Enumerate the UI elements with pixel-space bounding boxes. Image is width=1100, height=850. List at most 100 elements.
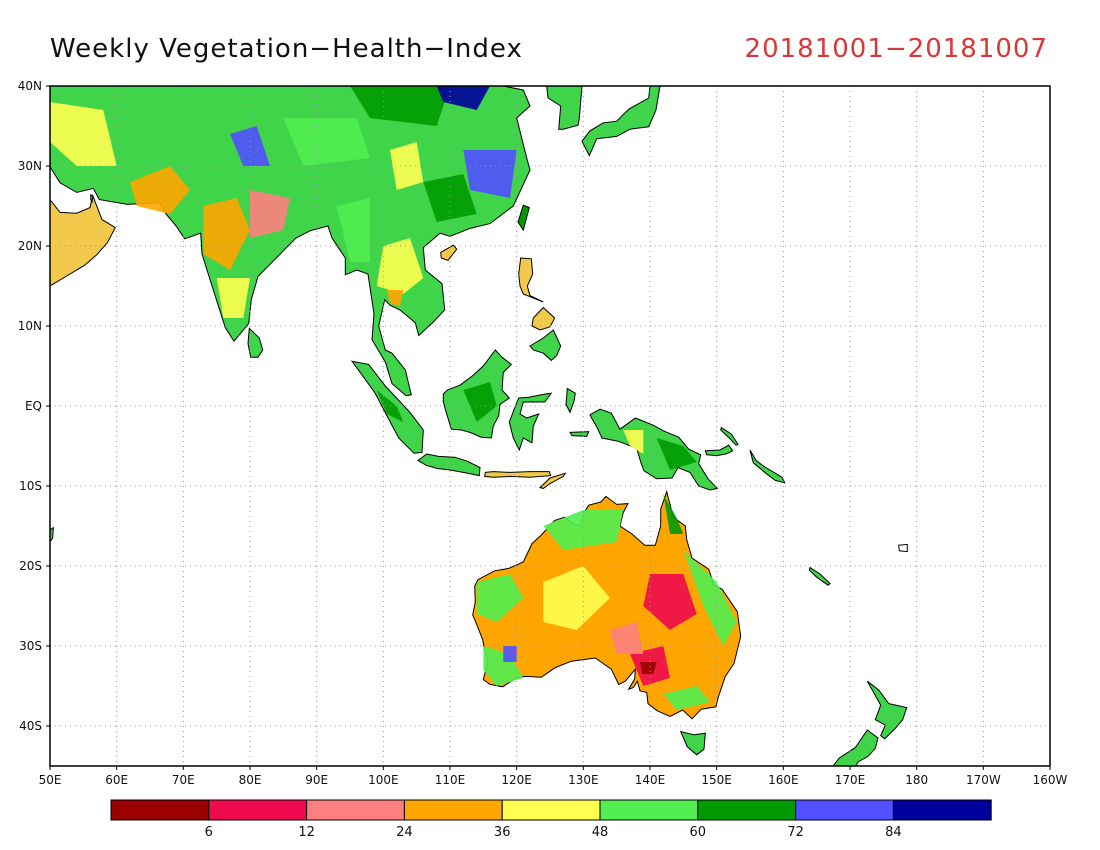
- patch-aus-east-coast: [683, 550, 737, 646]
- landmass-visayas: [531, 306, 556, 331]
- patch-indochina: [376, 238, 424, 294]
- landmass-sri-lanka: [247, 327, 264, 358]
- lon-tick-label: 60E: [105, 773, 128, 787]
- patch-aus-north-green: [543, 510, 624, 550]
- colorbar-swatch: [501, 799, 601, 821]
- landmass-japan: [581, 86, 661, 157]
- lon-tick-label: 150E: [701, 773, 732, 787]
- lon-tick-label: 160W: [1033, 773, 1068, 787]
- landmass-new-caledonia: [808, 566, 831, 586]
- lon-tick-label: 160E: [768, 773, 799, 787]
- landmass-seram: [569, 431, 590, 437]
- colorbar-swatch: [892, 799, 992, 821]
- lat-tick-label: 10S: [19, 479, 42, 493]
- patch-iran: [50, 102, 117, 166]
- lat-tick-label: 40N: [18, 79, 42, 93]
- patch-aus-pink: [610, 622, 644, 654]
- colorbar-swatch: [697, 799, 797, 821]
- patch-sichuan: [390, 142, 424, 190]
- lon-tick-label: 120E: [501, 773, 532, 787]
- patch-aus-sw-green: [483, 646, 524, 686]
- patch-china-north: [350, 86, 450, 126]
- lat-tick-label: 10N: [18, 319, 42, 333]
- patch-india-south: [216, 278, 250, 318]
- landmass-nz-south: [832, 729, 879, 766]
- lon-tick-label: 170E: [835, 773, 866, 787]
- landmass-timor: [538, 472, 567, 489]
- landmass-madagascar: [50, 526, 54, 543]
- lon-tick-label: 100E: [368, 773, 399, 787]
- landmass-lesser-sunda: [484, 471, 552, 478]
- colorbar-swatch: [403, 799, 503, 821]
- landmass-fiji: [898, 543, 908, 553]
- patch-myanmar: [336, 198, 370, 262]
- patch-thai-south: [386, 290, 404, 306]
- lon-tick-label: 170W: [966, 773, 1001, 787]
- landmass-mindanao: [529, 329, 562, 362]
- patch-china-east: [463, 150, 517, 198]
- lon-tick-label: 90E: [305, 773, 328, 787]
- colorbar-swatch: [795, 799, 894, 821]
- patch-aus-red-qld: [643, 574, 697, 630]
- lon-tick-label: 130E: [568, 773, 599, 787]
- patch-png-yellow: [623, 430, 644, 454]
- landmass-java: [417, 453, 481, 477]
- colorbar-label: 72: [787, 825, 804, 840]
- patch-india-west: [203, 198, 250, 270]
- patch-india-east: [250, 190, 290, 238]
- lat-tick-label: 20N: [18, 239, 42, 253]
- patch-aus-south-green: [663, 686, 710, 710]
- colorbar-label: 24: [396, 825, 413, 840]
- date-range: 20181001−20181007: [744, 34, 1048, 64]
- colorbar-label: 84: [885, 825, 902, 840]
- lon-tick-label: 140E: [635, 773, 666, 787]
- landmass-australia: [472, 489, 742, 720]
- lon-tick-label: 70E: [172, 773, 195, 787]
- colorbar-label: 6: [205, 825, 213, 840]
- landmass-new-guinea: [589, 408, 719, 491]
- landmass-oman-tip: [90, 193, 94, 204]
- patch-china-south: [423, 174, 477, 222]
- patch-pakistan: [130, 166, 190, 214]
- lon-tick-label: 180: [905, 773, 928, 787]
- lat-tick-label: 30S: [19, 639, 42, 653]
- landmass-solomons: [749, 449, 786, 484]
- grid-lines: [50, 86, 1050, 766]
- landmass-tasmania: [679, 730, 706, 756]
- colorbar: 6 12 24 36 48 60 72 84: [110, 799, 992, 840]
- patch-aus-blue: [503, 646, 517, 662]
- landmass-nz-north: [866, 680, 908, 740]
- map-title: Weekly Vegetation−Health−Index: [50, 34, 523, 64]
- landmass-arabia: [50, 193, 116, 287]
- lat-tick-label: 30N: [18, 159, 42, 173]
- landmass-luzon: [518, 257, 544, 303]
- land-layer: [50, 86, 908, 766]
- colorbar-swatch: [110, 799, 210, 821]
- colorbar-label: 12: [298, 825, 315, 840]
- lon-tick-label: 80E: [239, 773, 262, 787]
- patch-aus-darkred: [640, 662, 657, 674]
- colorbar-label: 48: [592, 825, 609, 840]
- landmass-taiwan: [517, 204, 530, 232]
- lon-tick-label: 110E: [435, 773, 466, 787]
- patch-aus-west-green: [476, 574, 524, 622]
- colorbar-swatch: [306, 799, 405, 821]
- colorbar-swatch: [208, 799, 308, 821]
- landmass-korea: [546, 86, 583, 130]
- landmass-hainan: [440, 244, 458, 261]
- patch-aus-cape-york: [663, 494, 684, 534]
- axis-labels: 40N 30N 20N 10N EQ 10S 20S 30S 40S 50E 60E 70E 80E 90…: [18, 79, 1068, 787]
- patch-borneo-dark: [463, 382, 497, 422]
- lon-tick-label: 50E: [39, 773, 62, 787]
- colorbar-label: 36: [494, 825, 511, 840]
- landmass-new-ireland: [720, 426, 739, 446]
- lat-tick-label: 40S: [19, 719, 42, 733]
- lat-tick-label: 20S: [19, 559, 42, 573]
- lat-tick-label: EQ: [25, 399, 42, 413]
- patch-png-dark: [656, 438, 697, 470]
- colorbar-swatch: [599, 799, 699, 821]
- patch-tibet: [283, 118, 370, 166]
- patch-aus-center-yellow: [543, 566, 610, 630]
- landmass-sulawesi: [508, 392, 553, 452]
